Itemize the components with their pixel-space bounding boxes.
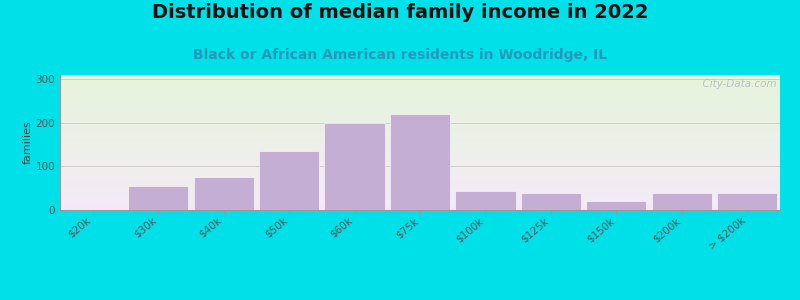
Bar: [194, 177, 254, 210]
Bar: [259, 151, 319, 210]
Bar: [521, 193, 581, 210]
Bar: [325, 123, 385, 210]
Bar: [455, 191, 515, 210]
Text: Distribution of median family income in 2022: Distribution of median family income in …: [152, 3, 648, 22]
Bar: [390, 114, 450, 210]
Bar: [62, 209, 123, 210]
Bar: [717, 194, 778, 210]
Bar: [128, 186, 188, 210]
Bar: [586, 201, 646, 210]
Text: City-Data.com: City-Data.com: [696, 79, 776, 89]
Bar: [652, 194, 712, 210]
Text: Black or African American residents in Woodridge, IL: Black or African American residents in W…: [193, 48, 607, 62]
Y-axis label: families: families: [22, 121, 33, 164]
